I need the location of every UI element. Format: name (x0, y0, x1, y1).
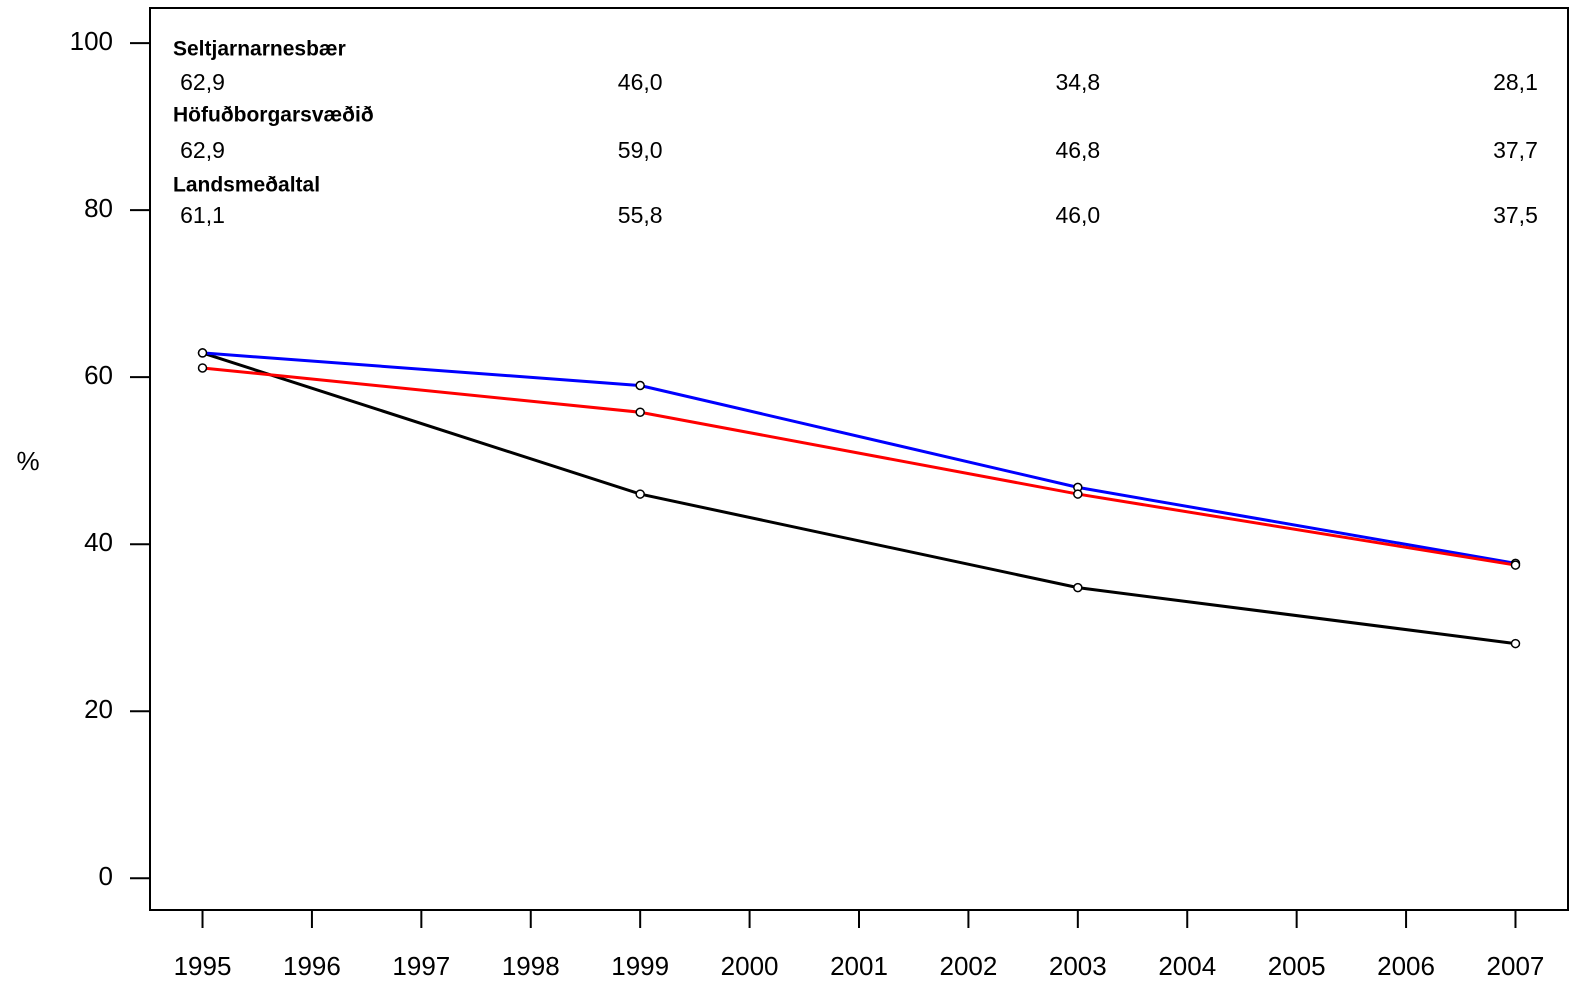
x-tick-label: 2006 (1377, 951, 1435, 981)
y-tick-label: 80 (84, 193, 113, 223)
value-label: 28,1 (1493, 69, 1538, 95)
x-tick-label: 2004 (1158, 951, 1216, 981)
x-tick-label: 1999 (611, 951, 669, 981)
x-tick-label: 2007 (1487, 951, 1545, 981)
value-label: 46,8 (1055, 137, 1100, 163)
point-marker (635, 380, 645, 391)
value-label: 59,0 (618, 137, 663, 163)
point-marker (635, 407, 645, 417)
series-name: Landsmeðaltal (173, 174, 320, 197)
point-marker (1510, 638, 1521, 649)
x-tick-label: 1995 (174, 951, 232, 981)
y-tick-label: 60 (84, 360, 113, 390)
x-tick-label: 2000 (721, 951, 779, 981)
point-marker (1510, 560, 1521, 570)
value-label: 62,9 (180, 137, 225, 163)
y-axis-label: % (16, 446, 39, 476)
value-label: 37,7 (1493, 137, 1538, 163)
series-line (202, 351, 1516, 646)
value-label: 61,1 (180, 202, 225, 228)
series-line (202, 366, 1516, 567)
plot-frame (149, 7, 1569, 911)
y-tick-label: 20 (84, 694, 113, 724)
value-label: 55,8 (618, 202, 663, 228)
x-tick-label: 1998 (502, 951, 560, 981)
point-marker (635, 489, 645, 499)
value-label: 46,0 (618, 69, 663, 95)
x-tick-label: 2003 (1049, 951, 1107, 981)
x-tick-label: 2005 (1268, 951, 1326, 981)
value-label: 37,5 (1493, 202, 1538, 228)
y-tick-label: 0 (99, 861, 113, 891)
series-name: Seltjarnarnesbær (173, 38, 346, 61)
x-tick-label: 1996 (283, 951, 341, 981)
value-label: 46,0 (1055, 202, 1100, 228)
series-line (202, 351, 1516, 565)
point-marker (1073, 582, 1083, 593)
x-tick-label: 2001 (830, 951, 888, 981)
value-label: 62,9 (180, 69, 225, 95)
value-label: 34,8 (1055, 69, 1100, 95)
y-tick-label: 40 (84, 527, 113, 557)
point-marker (197, 348, 208, 358)
point-marker (197, 363, 208, 373)
series-name: Höfuðborgarsvæðið (173, 104, 374, 127)
y-tick-label: 100 (70, 26, 113, 56)
point-marker (1073, 489, 1083, 499)
x-tick-label: 1997 (392, 951, 450, 981)
x-tick-label: 2002 (939, 951, 997, 981)
